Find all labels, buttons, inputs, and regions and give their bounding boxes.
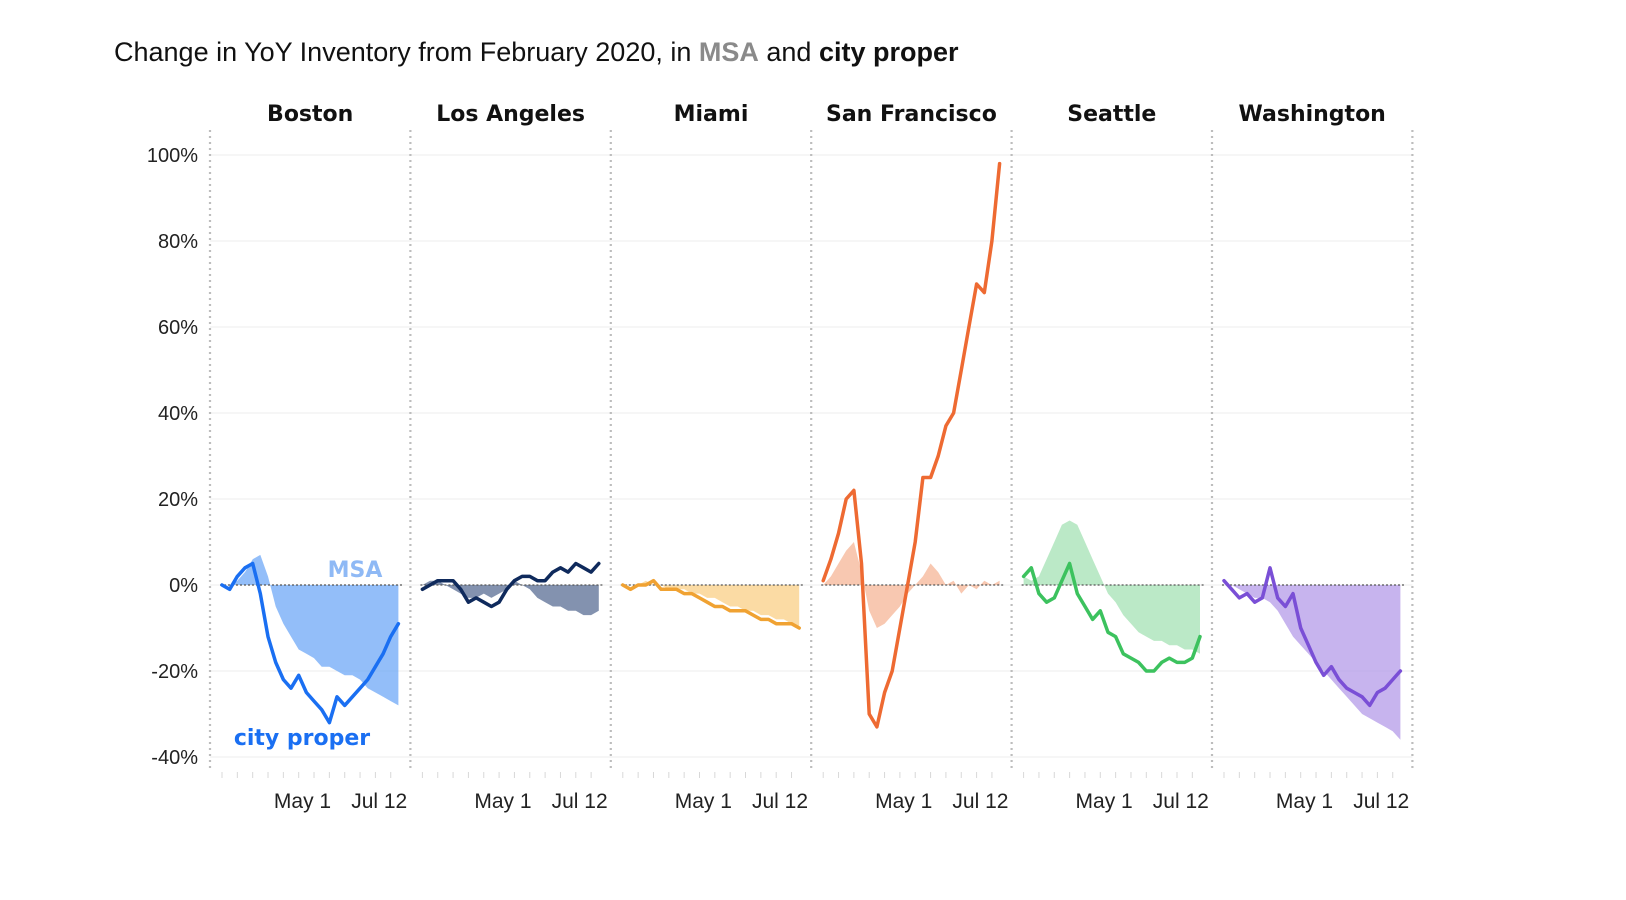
y-tick-label: 20% xyxy=(158,489,198,511)
y-tick-label: 100% xyxy=(147,145,198,167)
panel-washington: Washington May 1 Jul 12 xyxy=(1222,102,1409,813)
y-tick-label: 60% xyxy=(158,317,198,339)
x-tick-label: Jul 12 xyxy=(1353,790,1409,813)
msa-area xyxy=(1224,585,1401,740)
city-line xyxy=(1222,566,1403,708)
city-line xyxy=(420,561,601,609)
city-proper-annotation: city proper xyxy=(234,726,370,751)
x-tick-label: Jul 12 xyxy=(351,790,407,813)
x-tick-label: May 1 xyxy=(675,790,732,813)
panel-miami: Miami May 1 Jul 12 xyxy=(620,102,808,813)
city-line xyxy=(220,561,401,725)
x-tick-label: May 1 xyxy=(274,790,331,813)
axis-layer: 100% 80% 60% 40% 20% 0% -20% -40% xyxy=(147,145,198,769)
chart-title: Change in YoY Inventory from February 20… xyxy=(114,37,959,67)
msa-area xyxy=(622,580,800,628)
chart-title-msa: MSA xyxy=(699,37,759,67)
city-line xyxy=(821,161,1002,729)
msa-area xyxy=(222,554,399,706)
msa-annotation: MSA xyxy=(328,558,383,583)
grid-layer xyxy=(208,130,1414,770)
x-tick-label: Jul 12 xyxy=(752,790,808,813)
x-tick-label: May 1 xyxy=(1076,790,1133,813)
panel-title: Boston xyxy=(267,102,353,127)
msa-area xyxy=(1023,520,1200,654)
panel-title: San Francisco xyxy=(826,102,997,127)
msa-area xyxy=(422,580,599,616)
city-line xyxy=(621,578,801,630)
x-tick-label: Jul 12 xyxy=(952,790,1008,813)
panel-title: Seattle xyxy=(1067,102,1156,127)
annotation-layer: MSA city proper xyxy=(234,558,383,751)
chart-title-city: city proper xyxy=(819,37,959,67)
x-tick-label: May 1 xyxy=(474,790,531,813)
panel-boston: Boston May 1 Jul 12 xyxy=(220,102,407,813)
panel-title: Washington xyxy=(1239,102,1386,127)
chart-title-connector: and xyxy=(759,37,819,67)
x-tick-label: Jul 12 xyxy=(1153,790,1209,813)
y-tick-label: -20% xyxy=(151,661,198,683)
city-line xyxy=(1021,561,1202,673)
x-tick-label: May 1 xyxy=(1276,790,1333,813)
x-tick-label: May 1 xyxy=(875,790,932,813)
panel-san-francisco: San Francisco May 1 Jul 12 xyxy=(821,102,1008,813)
msa-area xyxy=(823,542,1000,628)
y-tick-label: 80% xyxy=(158,231,198,253)
x-tick-label: Jul 12 xyxy=(552,790,608,813)
y-tick-label: 0% xyxy=(169,575,198,597)
y-tick-label: -40% xyxy=(151,747,198,769)
panel-title: Miami xyxy=(674,102,749,127)
panel-title: Los Angeles xyxy=(436,102,585,127)
y-tick-label: 40% xyxy=(158,403,198,425)
panel-los-angeles: Los Angeles May 1 Jul 12 xyxy=(420,102,608,813)
chart-title-prefix: Change in YoY Inventory from February 20… xyxy=(114,37,699,67)
panel-seattle: Seattle May 1 Jul 12 xyxy=(1021,102,1209,813)
